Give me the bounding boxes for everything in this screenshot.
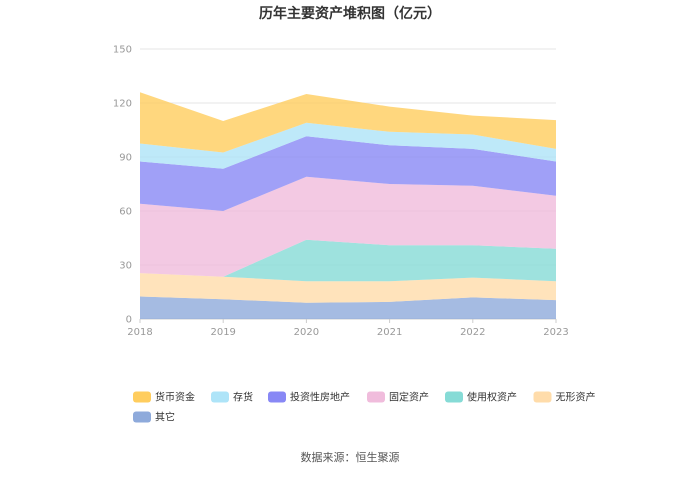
area-其它 — [140, 296, 556, 319]
x-tick-label: 2022 — [460, 327, 485, 338]
data-source: 数据来源：恒生聚源 — [301, 450, 400, 464]
chart-title: 历年主要资产堆积图（亿元） — [259, 5, 441, 22]
legend-swatch — [133, 411, 151, 423]
area-存货 — [140, 122, 556, 169]
legend-swatch — [445, 391, 463, 403]
legend-swatch — [367, 391, 385, 403]
y-tick-label: 30 — [119, 261, 132, 272]
y-tick-label: 0 — [126, 315, 132, 326]
area-投资性房地产 — [140, 136, 556, 211]
area-固定资产 — [140, 176, 556, 277]
legend-swatch — [533, 391, 552, 403]
area-series — [140, 92, 556, 319]
legend-label: 货币资金 — [155, 391, 195, 404]
x-tick-label: 2021 — [377, 327, 402, 338]
area-无形资产 — [140, 273, 556, 303]
x-tick-label: 2020 — [294, 327, 319, 338]
legend-label: 无形资产 — [556, 391, 596, 404]
y-tick-label: 150 — [113, 45, 132, 56]
legend-label: 投资性房地产 — [290, 391, 350, 404]
y-tick-label: 120 — [113, 99, 132, 110]
area-货币资金 — [140, 92, 556, 153]
area-使用权资产 — [140, 239, 556, 282]
legend-label: 存货 — [233, 391, 253, 404]
legend-label: 固定资产 — [389, 391, 429, 404]
legend-swatch — [133, 391, 151, 403]
legend-swatch — [211, 391, 229, 403]
y-tick-label: 90 — [119, 153, 132, 164]
x-axis: 2018 2019 2020 2021 2022 2023 — [127, 319, 569, 338]
y-tick-label: 60 — [119, 207, 132, 218]
x-tick-label: 2018 — [127, 327, 152, 338]
x-tick-label: 2023 — [543, 327, 568, 338]
x-tick-label: 2019 — [210, 327, 235, 338]
y-axis: 0 30 60 90 120 150 — [113, 45, 132, 326]
legend-label: 其它 — [155, 411, 175, 424]
legend-label: 使用权资产 — [467, 391, 517, 404]
legend-swatch — [268, 391, 286, 403]
